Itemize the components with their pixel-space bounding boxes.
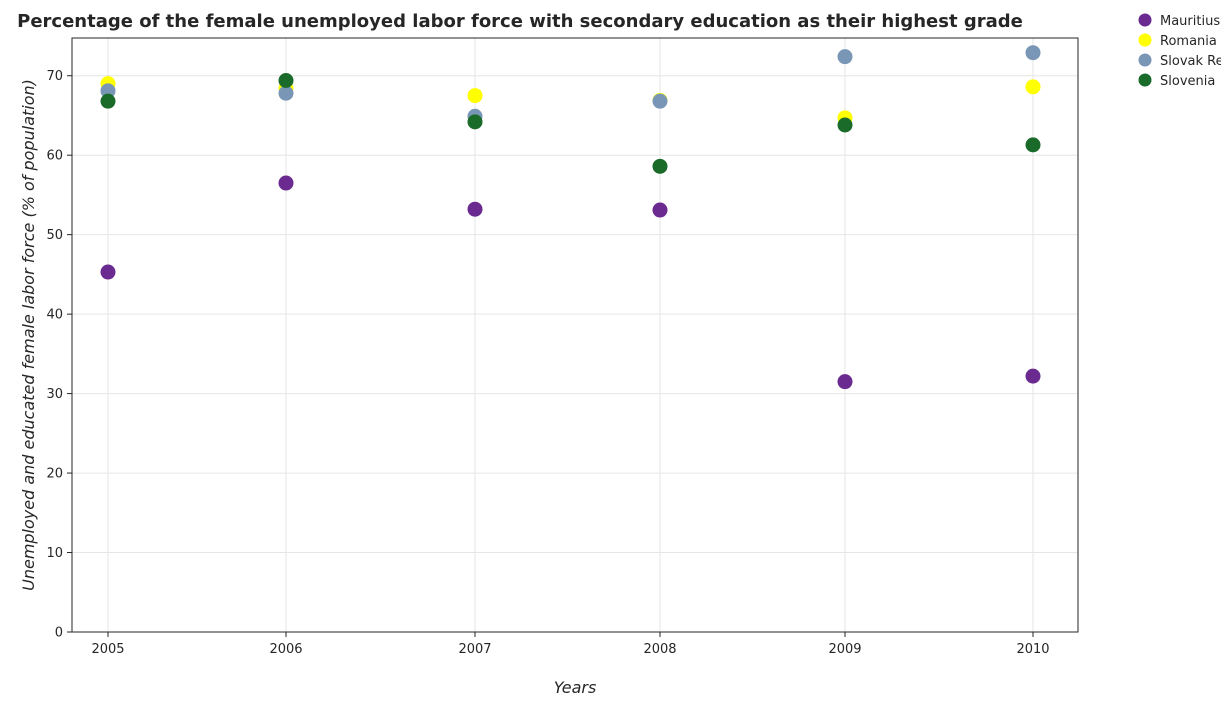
data-point: [1026, 369, 1041, 384]
grid: [72, 38, 1078, 632]
data-point: [468, 202, 483, 217]
x-tick-label: 2009: [828, 642, 861, 657]
data-point: [101, 94, 116, 109]
legend-label: Mauritius: [1160, 14, 1220, 29]
y-tick-label: 10: [46, 546, 63, 561]
legend-marker: [1139, 34, 1152, 47]
data-point: [653, 159, 668, 174]
legend-label: Romania: [1160, 34, 1217, 49]
y-tick-label: 40: [46, 308, 63, 323]
plot-area: [72, 38, 1078, 632]
legend-label: Slovenia: [1160, 74, 1215, 89]
x-tick-label: 2008: [643, 642, 676, 657]
x-tick-label: 2006: [269, 642, 302, 657]
data-point: [653, 94, 668, 109]
data-point: [279, 73, 294, 88]
data-point: [101, 265, 116, 280]
y-axis-label: Unemployed and educated female labor for…: [19, 79, 38, 591]
data-point: [1026, 45, 1041, 60]
ticks: 0 10 20 30 40 50 60 70 2005 2006 2007 2008 2009 2010: [46, 69, 1049, 657]
x-tick-label: 2007: [458, 642, 491, 657]
data-point: [279, 176, 294, 191]
series-romania: [101, 76, 1041, 125]
data-point: [1026, 79, 1041, 94]
legend-marker: [1139, 74, 1152, 87]
data-points: [101, 45, 1041, 389]
legend-marker: [1139, 54, 1152, 67]
y-tick-label: 20: [46, 467, 63, 482]
data-point: [1026, 137, 1041, 152]
data-point: [838, 118, 853, 133]
series-slovenia: [101, 73, 1041, 174]
y-tick-label: 50: [46, 228, 63, 243]
x-tick-label: 2005: [91, 642, 124, 657]
series-mauritius: [101, 176, 1041, 390]
data-point: [468, 114, 483, 129]
y-tick-label: 0: [55, 626, 63, 641]
data-point: [838, 374, 853, 389]
x-tick-label: 2010: [1016, 642, 1049, 657]
data-point: [838, 49, 853, 64]
chart-title: Percentage of the female unemployed labo…: [17, 11, 1023, 32]
y-tick-label: 70: [46, 69, 63, 84]
x-axis-label: Years: [554, 678, 597, 697]
legend: Mauritius Romania Slovak Republic Slovenia: [1139, 14, 1221, 90]
legend-marker: [1139, 14, 1152, 27]
y-tick-label: 60: [46, 149, 63, 164]
series-slovak-republic: [101, 45, 1041, 124]
legend-label: Slovak Republic: [1160, 54, 1221, 69]
data-point: [468, 88, 483, 103]
y-tick-label: 30: [46, 387, 63, 402]
data-point: [653, 203, 668, 218]
